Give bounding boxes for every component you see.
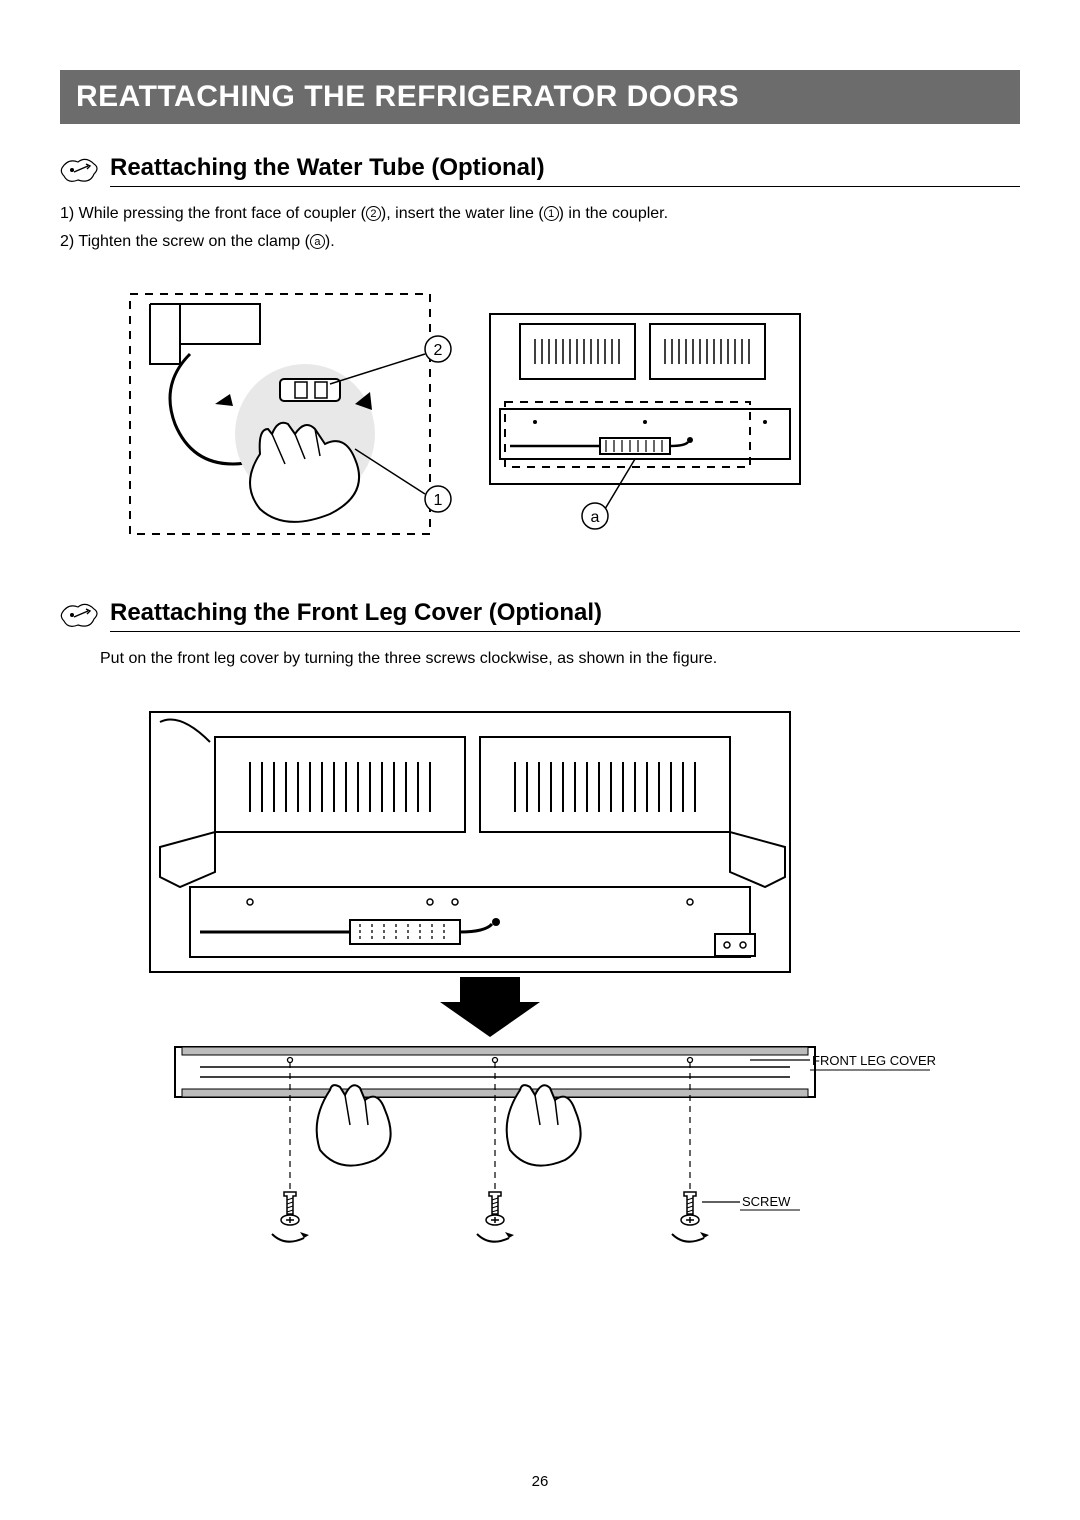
callout-1: 1: [434, 492, 443, 509]
page-title-bar: REATTACHING THE REFRIGERATOR DOORS: [60, 70, 1020, 124]
section1-step1: 1) While pressing the front face of coup…: [60, 201, 1020, 227]
page-title: REATTACHING THE REFRIGERATOR DOORS: [76, 80, 739, 113]
section1-step2: 2) Tighten the screw on the clamp (a).: [60, 229, 1020, 255]
text: ).: [325, 233, 335, 250]
page-number: 26: [0, 1473, 1080, 1490]
text: 1) While pressing the front face of coup…: [60, 205, 366, 222]
hand-point-icon: [60, 599, 110, 640]
text: ), insert the water line (: [381, 205, 544, 222]
figure-leg-cover: FRONT LEG COVER: [120, 702, 1020, 1267]
label-screw: SCREW: [742, 1194, 791, 1209]
ref-1-icon: 1: [544, 206, 559, 221]
callout-2: 2: [434, 342, 443, 359]
hand-point-icon: [60, 154, 110, 195]
text: ) in the coupler.: [559, 205, 668, 222]
section1-heading: Reattaching the Water Tube (Optional): [110, 154, 545, 182]
screw-icon: [272, 1192, 309, 1242]
section2-heading: Reattaching the Front Leg Cover (Optiona…: [110, 599, 602, 627]
callout-a: a: [591, 509, 600, 526]
figure-water-tube: 2 1: [120, 284, 1020, 549]
section2-body: Put on the front leg cover by turning th…: [100, 646, 1020, 672]
section-water-tube: Reattaching the Water Tube (Optional) 1)…: [60, 154, 1020, 549]
text: 2) Tighten the screw on the clamp (: [60, 233, 310, 250]
label-front-leg-cover: FRONT LEG COVER: [812, 1053, 936, 1068]
screw-icon: [672, 1192, 709, 1242]
ref-a-icon: a: [310, 234, 325, 249]
screw-icon: [477, 1192, 514, 1242]
ref-2-icon: 2: [366, 206, 381, 221]
section-leg-cover: Reattaching the Front Leg Cover (Optiona…: [60, 599, 1020, 1267]
